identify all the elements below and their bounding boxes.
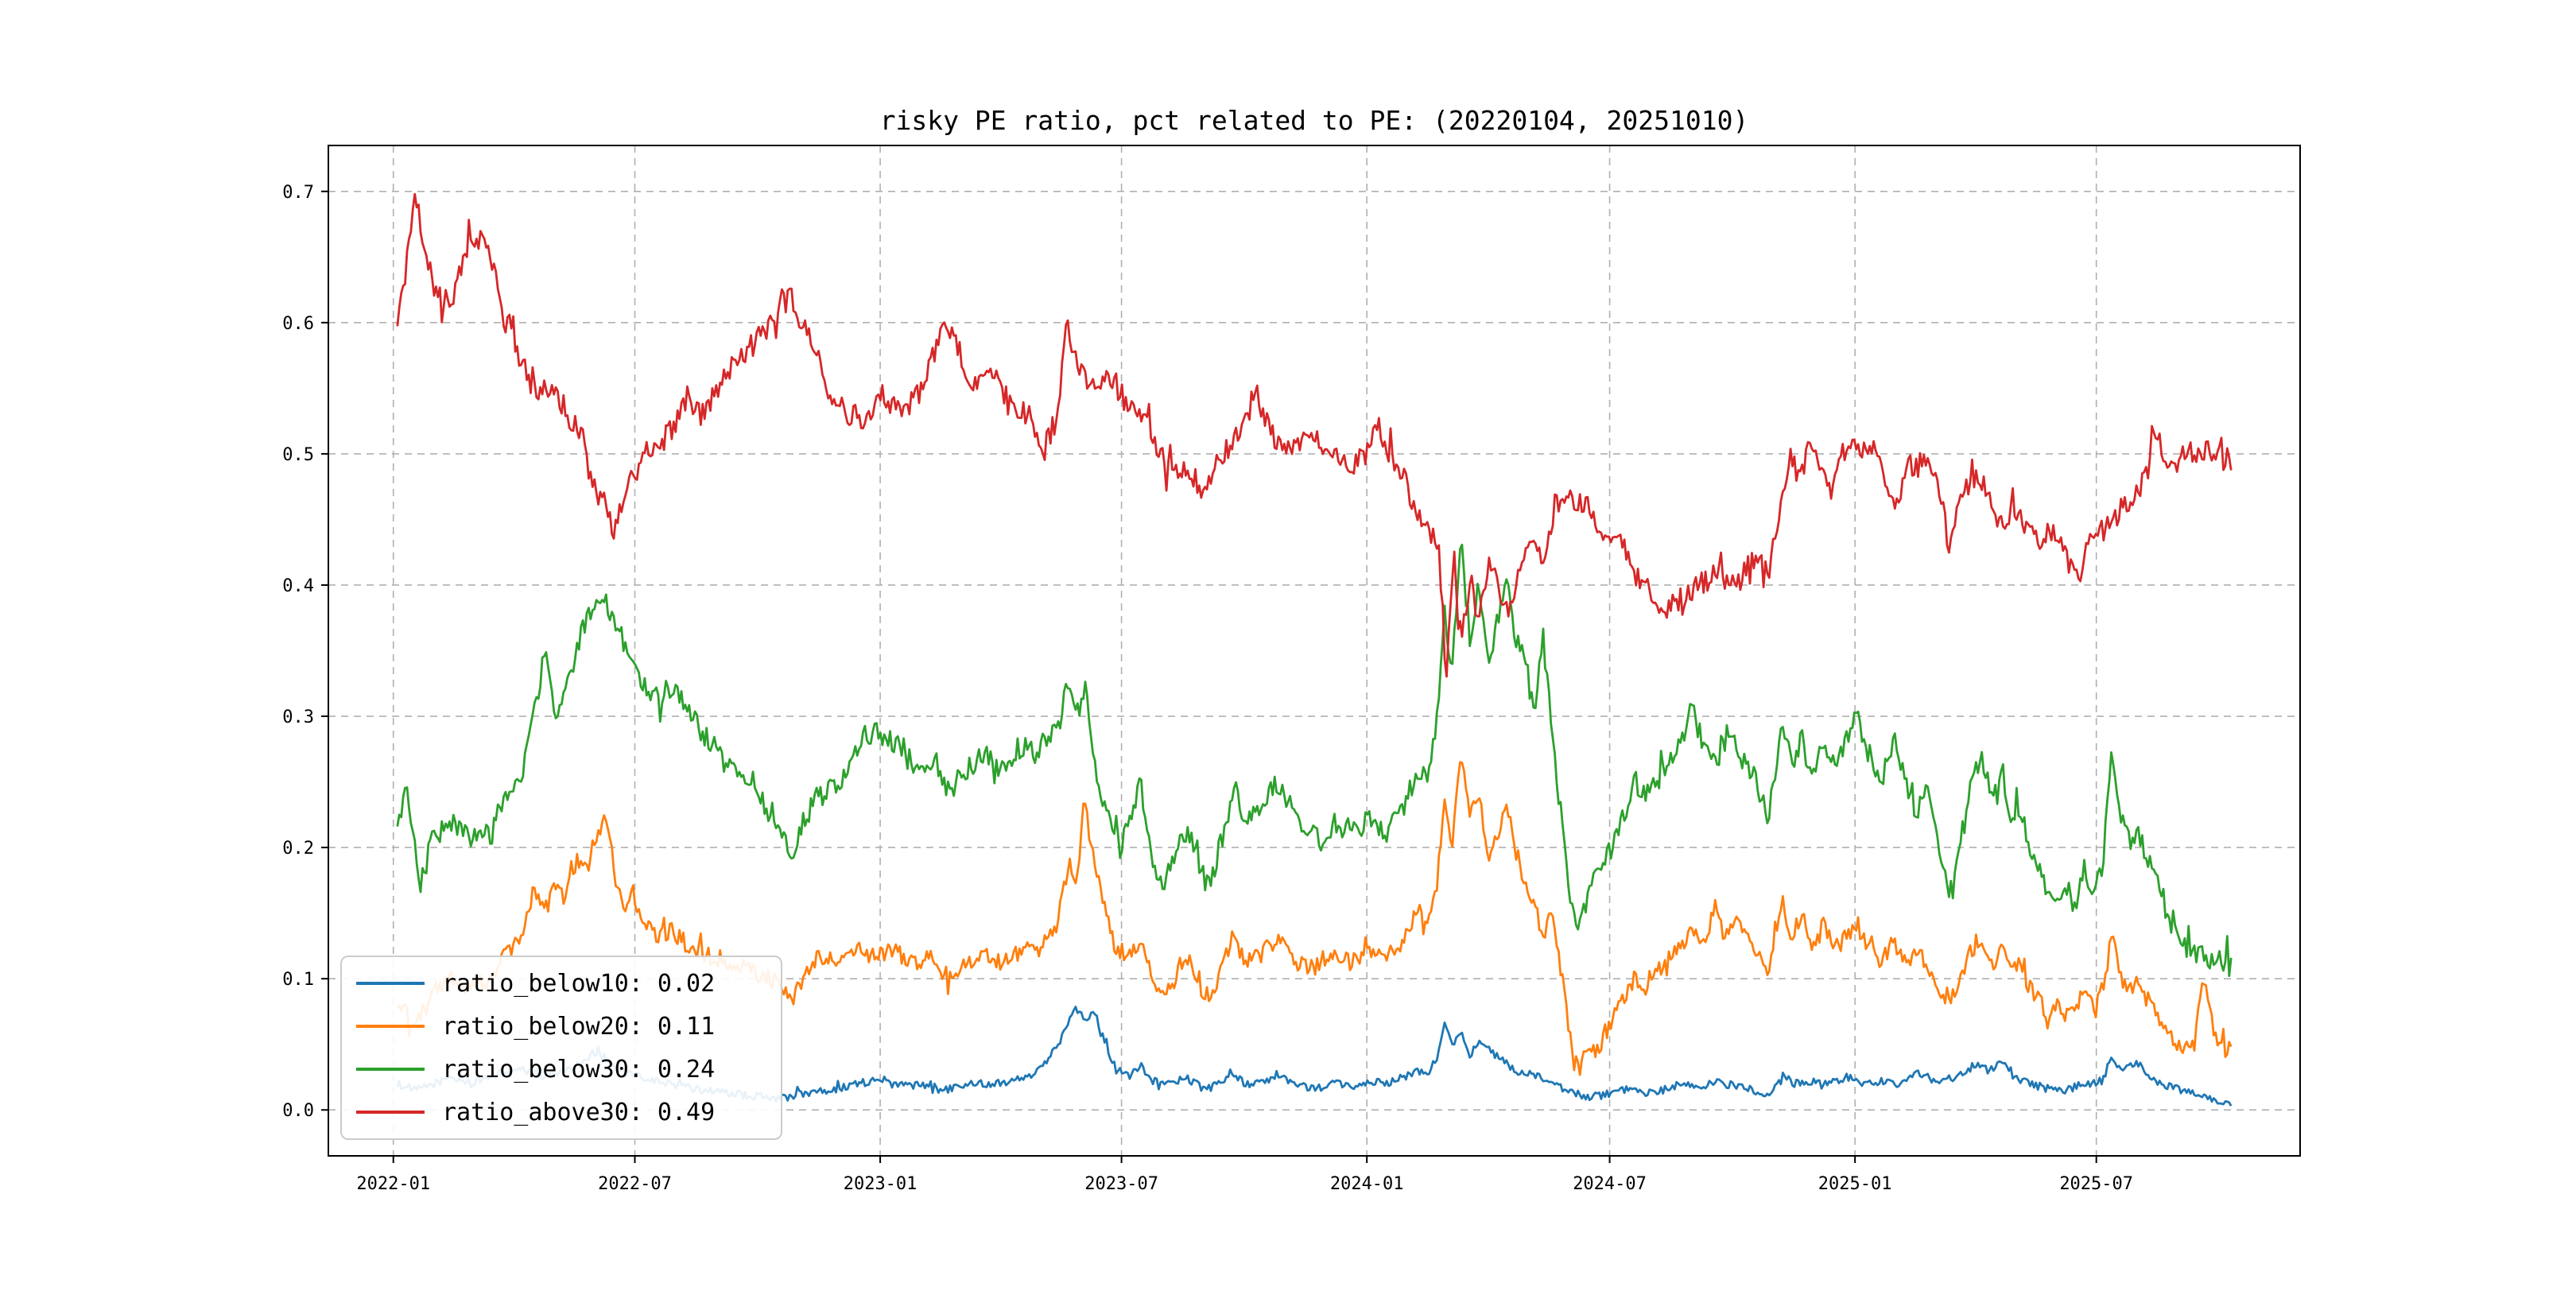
y-tick-label: 0.5 <box>282 445 314 465</box>
legend-label: ratio_below10: 0.02 <box>442 969 716 998</box>
series-line-ratio_below30 <box>396 543 2233 978</box>
legend-line-swatch-ratio_below20 <box>356 1025 425 1028</box>
y-tick-label: 0.4 <box>282 576 314 596</box>
legend-item-ratio_below30: ratio_below30: 0.24 <box>356 1056 766 1084</box>
legend-line-swatch-ratio_above30 <box>356 1111 425 1114</box>
y-tick-label: 0.7 <box>282 183 314 203</box>
x-tick-label: 2025-07 <box>2059 1174 2133 1194</box>
legend-item-ratio_below20: ratio_below20: 0.11 <box>356 1013 766 1041</box>
legend-item-ratio_above30: ratio_above30: 0.49 <box>356 1099 766 1126</box>
y-tick-label: 0.2 <box>282 839 314 859</box>
x-tick-label: 2023-07 <box>1084 1174 1158 1194</box>
x-tick-label: 2022-07 <box>598 1174 672 1194</box>
chart-title: risky PE ratio, pct related to PE: (2022… <box>879 105 1749 136</box>
x-tick-label: 2023-01 <box>844 1174 918 1194</box>
x-tick-label: 2022-01 <box>356 1174 430 1194</box>
x-tick-label: 2024-07 <box>1573 1174 1647 1194</box>
legend-item-ratio_below10: ratio_below10: 0.02 <box>356 970 766 998</box>
legend-label: ratio_above30: 0.49 <box>442 1098 716 1126</box>
legend-label: ratio_below30: 0.24 <box>442 1055 716 1084</box>
plot-frame <box>328 145 2301 1157</box>
y-tick-label: 0.1 <box>282 970 314 990</box>
y-tick-label: 0.3 <box>282 708 314 727</box>
series-line-ratio_above30 <box>396 192 2233 678</box>
y-tick-label: 0.0 <box>282 1101 314 1121</box>
legend-line-swatch-ratio_below30 <box>356 1068 425 1071</box>
x-tick-label: 2024-01 <box>1330 1174 1404 1194</box>
legend: ratio_below10: 0.02 ratio_below20: 0.11 ra… <box>340 956 782 1140</box>
legend-label: ratio_below20: 0.11 <box>442 1012 716 1041</box>
x-tick-label: 2025-01 <box>1818 1174 1892 1194</box>
y-tick-label: 0.6 <box>282 314 314 334</box>
legend-line-swatch-ratio_below10 <box>356 982 425 985</box>
